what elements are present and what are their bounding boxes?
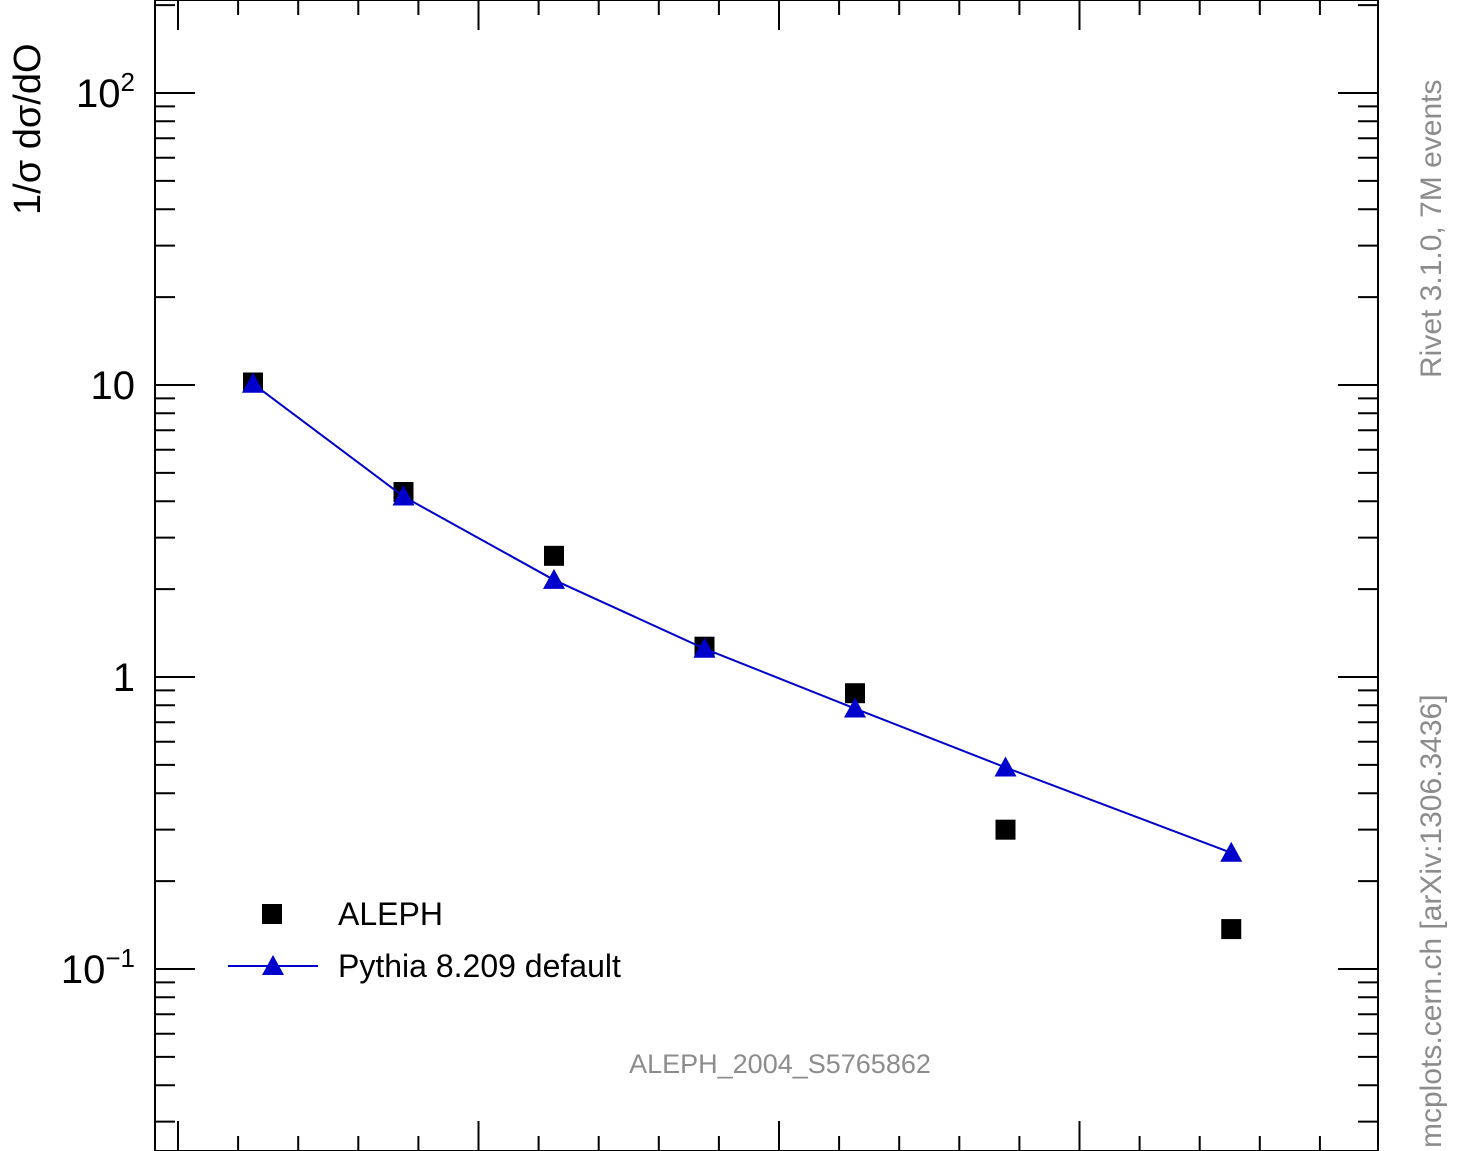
y-tick-label: 10 [91, 364, 136, 408]
data-point-aleph [544, 545, 564, 566]
y-tick-label: 1 [113, 656, 135, 700]
series-layer [242, 372, 1243, 940]
y-tick-label: 102 [76, 67, 135, 116]
y-tick-labels: 102 10 1 10−1 [61, 67, 135, 992]
data-point-aleph [995, 819, 1016, 840]
rivet-version-text: Rivet 3.1.0, 7M events [1415, 80, 1448, 378]
y-tick-label: 10−1 [61, 943, 135, 992]
data-point-pythia [1220, 841, 1243, 862]
data-point-pythia [693, 637, 716, 658]
axis-ticks [155, 0, 1378, 1151]
legend-marker-aleph [262, 904, 282, 924]
data-point-pythia [994, 756, 1017, 777]
data-point-pythia [392, 485, 415, 506]
data-point-aleph [845, 683, 865, 704]
data-point-pythia [242, 372, 264, 393]
y-axis-label: 1/σ dσ/dO [7, 43, 49, 215]
series-line-1 [252, 382, 1232, 854]
data-point-aleph [1221, 919, 1242, 940]
data-point-pythia [543, 568, 565, 589]
legend-label-aleph: ALEPH [338, 896, 443, 932]
legend-marker-pythia [262, 955, 284, 975]
analysis-id-text: ALEPH_2004_S5765862 [629, 1049, 931, 1079]
legend-label-pythia: Pythia 8.209 default [338, 948, 621, 984]
mcplots-credit-text: mcplots.cern.ch [arXiv:1306.3436] [1415, 694, 1448, 1148]
data-point-pythia [844, 697, 866, 718]
legend: ALEPH Pythia 8.209 default [228, 896, 621, 984]
plot-frame [154, 0, 1379, 1151]
